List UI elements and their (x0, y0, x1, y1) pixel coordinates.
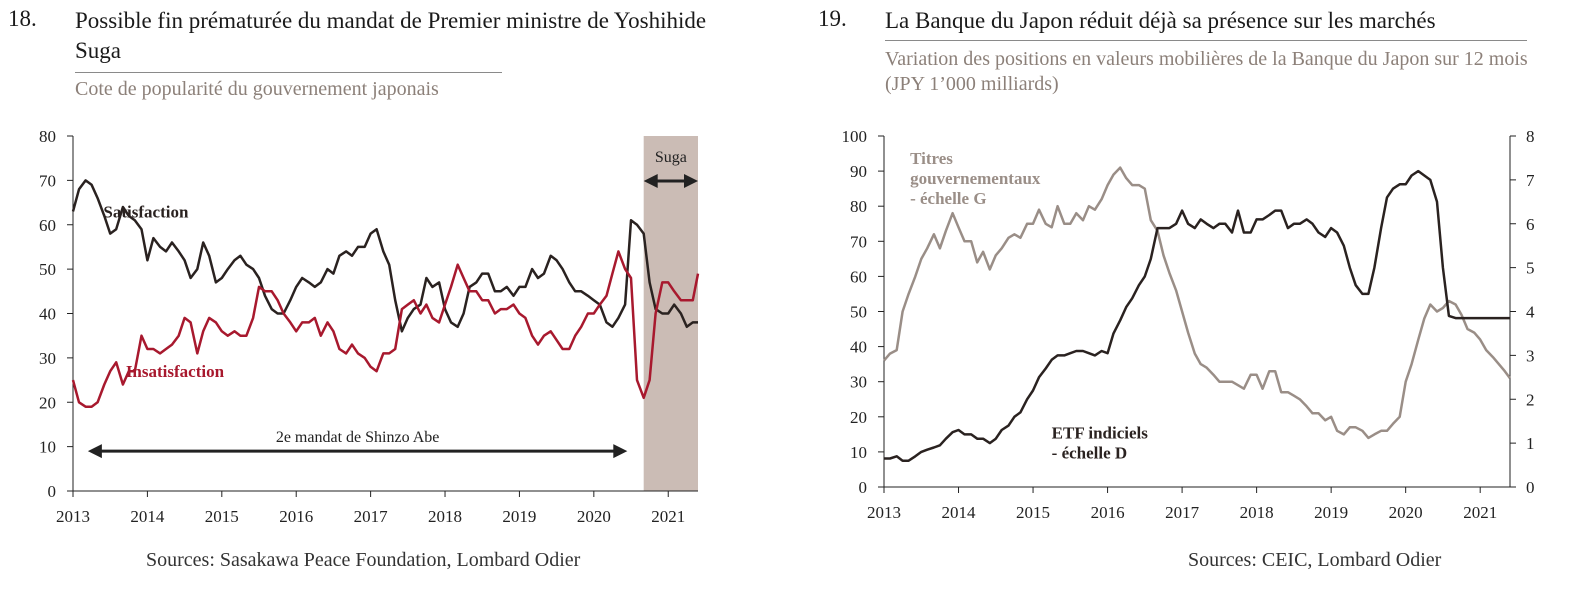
x-tick-label: 2016 (1091, 503, 1125, 522)
left-y-tick-label: 80 (850, 197, 867, 216)
left-y-tick-label: 10 (850, 443, 867, 462)
series-line-insatisfaction (71, 250, 700, 408)
left-y-tick-label: 50 (850, 303, 867, 322)
x-tick-label: 2015 (1016, 503, 1050, 522)
x-tick-label: 2019 (502, 507, 536, 526)
x-tick-label: 2014 (942, 503, 977, 522)
x-tick-label: 2013 (867, 503, 901, 522)
x-tick-label: 2020 (1389, 503, 1423, 522)
popularity-chart: Suga 0 10 20 30 40 50 60 70 80 2013 2014 2015 2016 201… (39, 127, 700, 526)
right-y-tick-label: 4 (1526, 303, 1535, 322)
series-line-satisfaction (71, 179, 698, 333)
series-line-etf-indiciels (884, 169, 1510, 462)
chart-title: La Banque du Japon réduit déjà sa présen… (885, 8, 1436, 33)
x-tick-label: 2020 (577, 507, 611, 526)
chart-panel-19: 19. La Banque du Japon réduit déjà sa pr… (810, 0, 1570, 590)
series-label-etf-indiciels: ETF indiciels (1052, 424, 1149, 443)
x-tick-label: 2014 (130, 507, 165, 526)
title-rule (885, 40, 1527, 41)
right-y-tick-label: 8 (1526, 127, 1535, 146)
series-line-titres-gouvernementaux (883, 166, 1512, 440)
x-tick-label: 2021 (1463, 503, 1497, 522)
left-y-tick-label: 30 (850, 373, 867, 392)
abe-arrow-head-left (87, 444, 102, 459)
x-tick-label: 2013 (56, 507, 90, 526)
chart-source: Sources: CEIC, Lombard Odier (1188, 549, 1442, 571)
chart-number: 18. (8, 6, 37, 31)
left-y-tick-label: 90 (850, 162, 867, 181)
right-y-tick-label: 2 (1526, 390, 1535, 409)
series-label-titres-gouvernementaux: - échelle G (910, 189, 986, 208)
chart-subtitle: Cote de popularité du gouvernement japon… (75, 78, 439, 100)
right-y-tick-label: 1 (1526, 434, 1535, 453)
y-tick-label: 80 (39, 127, 56, 146)
abe-annotation-label: 2e mandat de Shinzo Abe (276, 429, 440, 446)
title-rule (75, 72, 502, 73)
chart-panel-18: 18. Possible fin prématurée du mandat de… (0, 0, 720, 590)
right-y-tick-label: 5 (1526, 259, 1535, 278)
left-y-tick-label: 20 (850, 408, 867, 427)
series-label-insatisfaction: Insatisfaction (126, 362, 225, 381)
abe-arrow-head-right (613, 444, 628, 459)
x-tick-label: 2017 (354, 507, 389, 526)
series-label-satisfaction: Satisfaction (103, 202, 189, 221)
suga-arrow-head-right (684, 174, 698, 188)
right-y-tick-label: 3 (1526, 346, 1535, 365)
right-y-tick-label: 0 (1526, 478, 1535, 497)
y-tick-label: 70 (39, 171, 56, 190)
chart-number: 19. (818, 6, 847, 31)
left-y-tick-label: 100 (842, 127, 868, 146)
chart-subtitle: Variation des positions en valeurs mobil… (885, 48, 1528, 95)
suga-arrow-head-left (643, 174, 658, 188)
x-tick-label: 2015 (205, 507, 239, 526)
chart-title: Possible fin prématurée du mandat de Pre… (75, 8, 707, 63)
left-y-tick-label: 60 (850, 267, 867, 286)
chart-source: Sources: Sasakawa Peace Foundation, Lomb… (146, 549, 581, 571)
x-tick-label: 2018 (1240, 503, 1274, 522)
right-y-tick-label: 7 (1526, 171, 1535, 190)
y-tick-label: 10 (39, 438, 56, 457)
x-tick-label: 2018 (428, 507, 462, 526)
y-tick-label: 20 (39, 393, 56, 412)
x-tick-label: 2017 (1165, 503, 1200, 522)
y-tick-label: 30 (39, 349, 56, 368)
y-tick-label: 40 (39, 305, 56, 324)
left-y-tick-label: 70 (850, 232, 867, 251)
series-label-etf-indiciels: - échelle D (1052, 444, 1128, 463)
y-tick-label: 50 (39, 260, 56, 279)
boj-holdings-chart: 0 10 20 30 40 50 60 70 80 90 100 0 1 2 3 4 5 6 7 8 2013 2014 2… (842, 127, 1536, 522)
series-label-titres-gouvernementaux: gouvernementaux (910, 169, 1041, 188)
x-tick-label: 2019 (1314, 503, 1348, 522)
x-tick-label: 2021 (651, 507, 685, 526)
right-y-tick-label: 6 (1526, 215, 1535, 234)
y-tick-label: 60 (39, 216, 56, 235)
suga-period-shading (643, 136, 698, 491)
y-tick-label: 0 (48, 482, 57, 501)
x-tick-label: 2016 (279, 507, 313, 526)
suga-period-label: Suga (655, 149, 687, 166)
series-label-titres-gouvernementaux: Titres (910, 149, 953, 168)
left-y-tick-label: 0 (859, 478, 868, 497)
left-y-tick-label: 40 (850, 338, 867, 357)
